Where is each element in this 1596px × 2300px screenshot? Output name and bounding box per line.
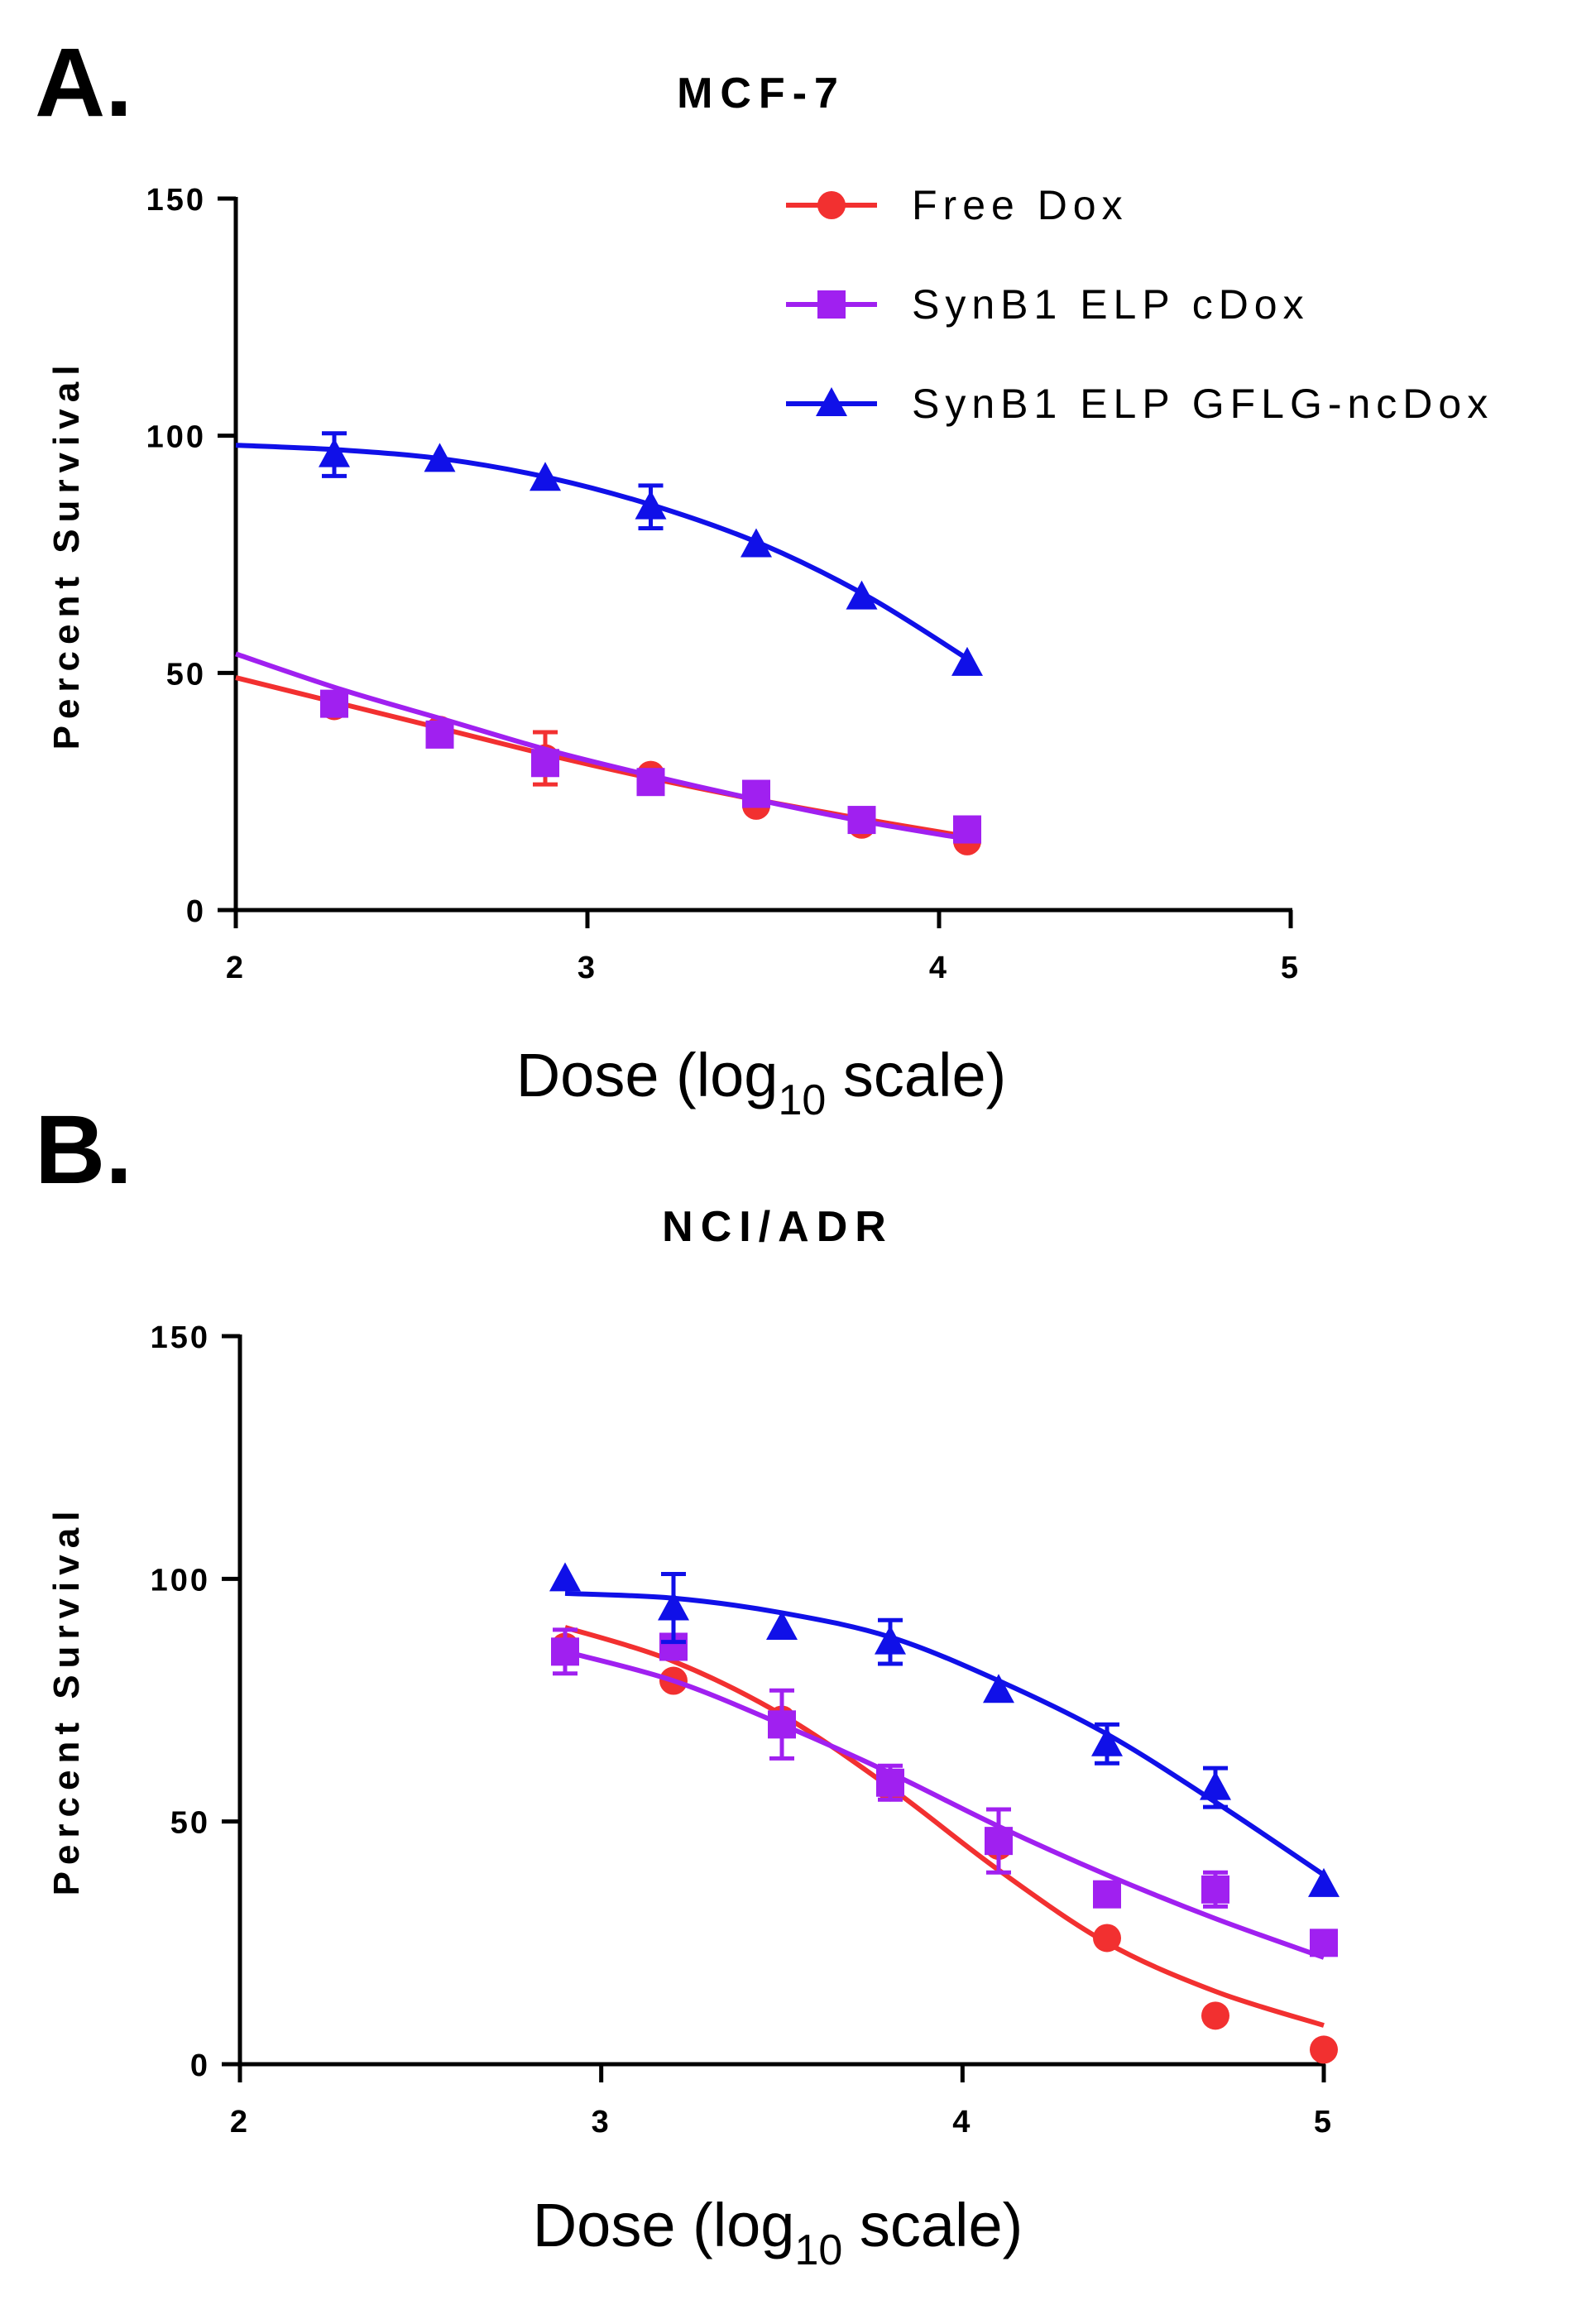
fit-curve: [564, 1625, 1325, 2028]
legend-entry: SynB1 ELP cDox: [912, 281, 1310, 328]
x-tick-label: 4: [929, 951, 949, 985]
data-point: [1091, 1727, 1123, 1756]
data-point: [320, 689, 348, 718]
legend-marker: [817, 191, 846, 219]
x-tick-label: 5: [1281, 951, 1301, 985]
x-tick-label: 2: [226, 951, 246, 985]
legend-marker: [817, 290, 846, 319]
data-point: [1093, 1924, 1121, 1953]
x-axis-label-suffix: scale): [842, 2191, 1023, 2259]
x-tick-label: 3: [592, 2105, 611, 2139]
x-axis-label: Dose (log10 scale): [516, 1041, 1007, 1124]
data-point: [1201, 2001, 1229, 2030]
y-tick-label: 0: [186, 894, 206, 929]
y-tick-label: 150: [151, 1320, 210, 1355]
data-point: [875, 1625, 906, 1655]
x-axis-label: Dose (log10 scale): [533, 2191, 1023, 2274]
x-axis-label-subscript: 10: [778, 1076, 826, 1124]
y-tick-label: 0: [190, 2048, 210, 2083]
data-point: [1200, 1771, 1231, 1800]
x-tick-label: 4: [952, 2105, 972, 2139]
data-point: [876, 1768, 904, 1797]
data-point: [846, 580, 878, 610]
series-triangle: [549, 1562, 1340, 1897]
series-square: [235, 651, 981, 844]
data-point: [740, 528, 772, 558]
x-tick-label: 3: [578, 951, 597, 985]
x-tick-label: 5: [1314, 2105, 1334, 2139]
chart-b: B. NCI/ADR 0 50 100 150 2 3 4 5 Percent Survival Do…: [35, 1095, 1340, 2274]
data-point: [847, 806, 876, 835]
data-point: [530, 462, 561, 491]
series-circle: [551, 1625, 1338, 2064]
data-point: [551, 1637, 579, 1666]
data-point: [742, 779, 770, 808]
x-axis-label-suffix: scale): [826, 1041, 1006, 1109]
x-tick-label: 2: [230, 2105, 250, 2139]
y-tick-label: 50: [166, 657, 206, 692]
data-point: [425, 720, 454, 749]
data-point: [983, 1674, 1014, 1703]
y-axis-label: Percent Survival: [46, 359, 87, 750]
data-point: [319, 438, 350, 467]
data-point: [768, 1710, 796, 1739]
x-axis-label-subscript: 10: [794, 2226, 842, 2274]
legend-entry: SynB1 ELP GFLG-ncDox: [912, 381, 1493, 427]
y-axis-label: Percent Survival: [46, 1505, 87, 1896]
data-point: [1093, 1880, 1121, 1909]
data-point: [1310, 1929, 1338, 1957]
legend-marker: [816, 387, 847, 416]
data-point: [636, 768, 665, 797]
chart-a: A. MCF-7 0 50 100 150 2 3 4 5 Percent Survival Dose…: [35, 28, 1493, 1124]
data-point: [951, 646, 983, 676]
chart-title: MCF-7: [677, 69, 846, 117]
x-axis-label-prefix: Dose (log: [533, 2191, 795, 2259]
data-point: [635, 490, 667, 520]
legend-entry: Free Dox: [912, 182, 1129, 228]
y-tick-label: 150: [146, 183, 206, 218]
data-point: [658, 1591, 689, 1621]
data-point: [531, 749, 559, 778]
data-point: [549, 1562, 581, 1592]
x-axis-label-prefix: Dose (log: [516, 1041, 779, 1109]
y-tick-label: 100: [146, 420, 206, 455]
data-point: [424, 443, 456, 472]
y-tick-label: 50: [170, 1806, 210, 1841]
data-point: [1308, 1867, 1340, 1897]
data-point: [953, 815, 981, 844]
data-point: [1201, 1875, 1229, 1904]
legend: Free Dox SynB1 ELP cDox SynB1 ELP GFLG-ncD…: [786, 182, 1493, 427]
data-point: [1310, 2035, 1338, 2064]
panel-label: B.: [35, 1095, 132, 1205]
series-triangle: [235, 431, 983, 676]
data-point: [985, 1827, 1013, 1856]
data-point: [766, 1611, 798, 1640]
y-tick-label: 100: [151, 1563, 210, 1598]
chart-title: NCI/ADR: [662, 1203, 894, 1251]
fit-curve: [564, 1649, 1325, 1960]
panel-label: A.: [35, 28, 132, 137]
